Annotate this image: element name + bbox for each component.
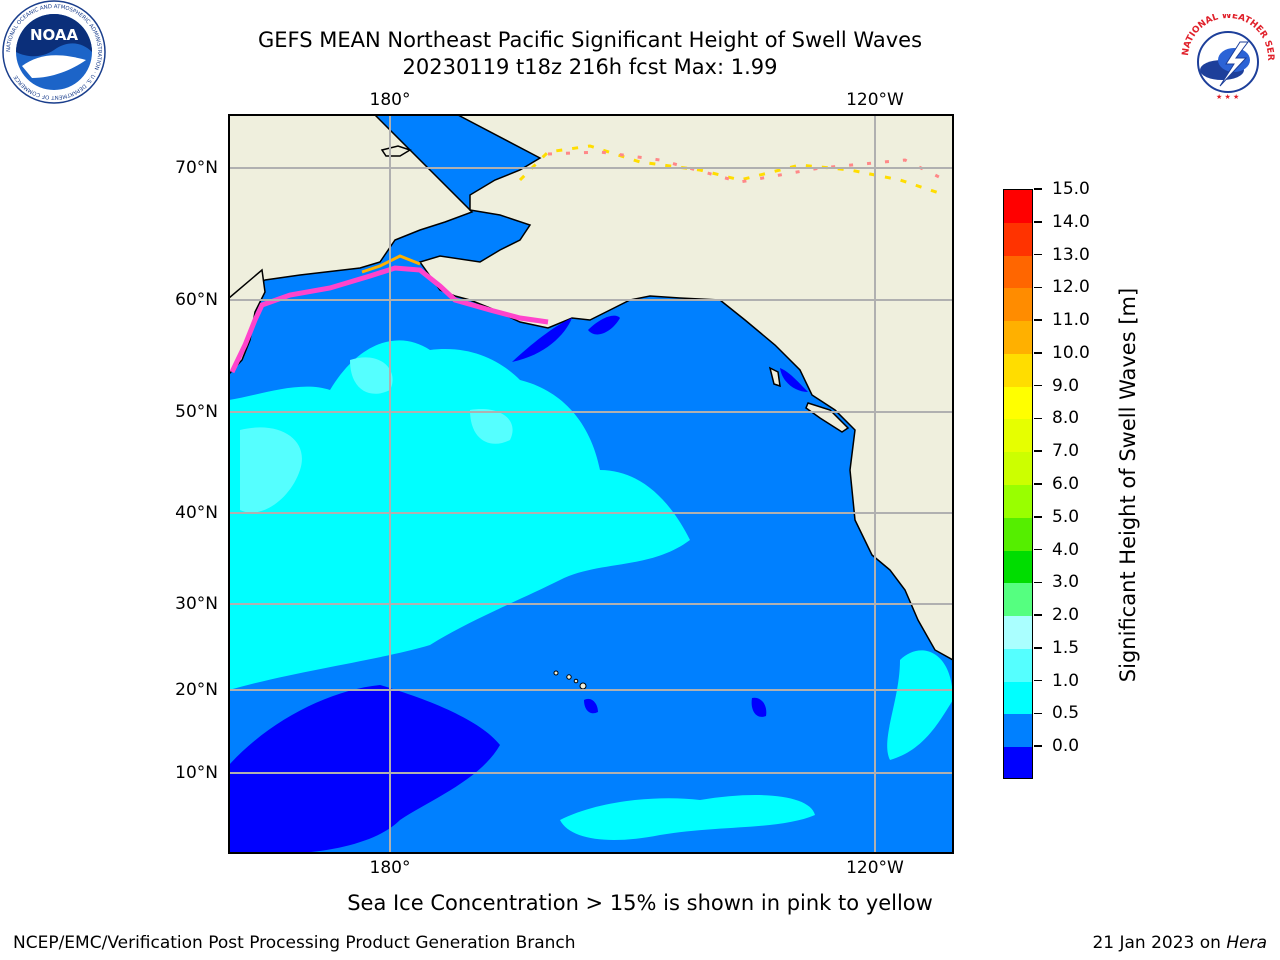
colorbar-tick-label: 1.5 — [1052, 637, 1080, 658]
colorbar-tick-label: 3.0 — [1052, 572, 1080, 593]
colorbar-tick-label: 0.0 — [1052, 736, 1080, 757]
colorbar-segment — [1004, 681, 1032, 716]
colorbar-tick-label: 1.0 — [1052, 670, 1080, 691]
lat-label-10n: 10°N — [175, 763, 218, 783]
colorbar-tick-label: 5.0 — [1052, 506, 1080, 527]
colorbar-tick — [1034, 253, 1042, 256]
colorbar-tick-label: 6.0 — [1052, 474, 1080, 494]
colorbar-segment — [1004, 517, 1032, 552]
lon-label-top-120w: 120°W — [846, 90, 904, 110]
colorbar-tick-label: 10.0 — [1052, 342, 1090, 363]
colorbar-tick — [1034, 483, 1042, 485]
colorbar-tick-label: 13.0 — [1052, 244, 1090, 265]
lat-label-20n: 20°N — [175, 680, 218, 700]
colorbar — [1003, 189, 1033, 779]
swell-low-southwest — [229, 685, 500, 853]
colorbar-segment — [1004, 616, 1032, 650]
footer-date: 21 Jan 2023 on Hera — [1092, 933, 1267, 953]
colorbar-segment — [1004, 255, 1032, 289]
swell-low-kodiak — [588, 315, 620, 335]
colorbar-tick — [1034, 679, 1042, 682]
colorbar-tick — [1034, 384, 1042, 387]
colorbar-tick — [1034, 581, 1042, 584]
colorbar-segment — [1004, 550, 1032, 584]
lat-label-30n: 30°N — [175, 594, 218, 614]
colorbar-segment — [1004, 485, 1032, 519]
colorbar-segment — [1004, 648, 1032, 683]
colorbar-segment — [1004, 353, 1032, 388]
swell-east-pacific-band — [887, 650, 953, 760]
hawaii-islands — [553, 670, 587, 690]
swell-low-gulf-of-alaska — [512, 318, 572, 362]
footer-machine: Hera — [1226, 933, 1267, 953]
colorbar-tick-label: 0.5 — [1052, 703, 1080, 724]
noaa-logo: NATIONAL OCEANIC AND ATMOSPHERIC ADMINIS… — [2, 0, 106, 104]
noaa-wordmark: NOAA — [30, 26, 79, 44]
map-frame — [228, 114, 954, 854]
colorbar-tick — [1034, 548, 1042, 551]
colorbar-tick — [1034, 188, 1042, 190]
colorbar-segment — [1004, 288, 1032, 322]
colorbar-tick — [1034, 352, 1042, 354]
colorbar-tick-label: 9.0 — [1052, 375, 1080, 396]
nws-logo: NATIONAL WEATHER SERVICE ★ ★ ★ — [1176, 14, 1275, 101]
svg-text:★ ★ ★: ★ ★ ★ — [1216, 93, 1239, 101]
colorbar-tick — [1034, 319, 1042, 321]
colorbar-title: Significant Height of Swell Waves [m] — [1116, 287, 1140, 683]
colorbar-tick — [1034, 286, 1042, 289]
colorbar-tick-label: 2.0 — [1052, 605, 1080, 626]
lon-label-bottom-180: 180° — [369, 858, 411, 878]
colorbar-tick — [1034, 221, 1042, 223]
colorbar-tick — [1034, 745, 1042, 747]
colorbar-segment — [1004, 452, 1032, 486]
graticule — [229, 115, 953, 853]
colorbar-segment — [1004, 222, 1032, 257]
lat-label-40n: 40°N — [175, 503, 218, 523]
colorbar-tick-label: 8.0 — [1052, 408, 1080, 429]
colorbar-tick-label: 12.0 — [1052, 277, 1090, 298]
land-layer — [229, 115, 953, 661]
swell-1.0-1.5-band — [229, 340, 690, 690]
colorbar-segment — [1004, 419, 1032, 453]
colorbar-tick-label: 14.0 — [1052, 211, 1090, 232]
colorbar-segment — [1004, 190, 1032, 224]
land-vancouver-island — [805, 402, 850, 433]
sea-ice-bering — [229, 265, 549, 374]
colorbar-segment — [1004, 714, 1032, 748]
lat-label-70n: 70°N — [175, 158, 218, 178]
colorbar-tick-label: 7.0 — [1052, 441, 1080, 462]
colorbar-tick — [1034, 417, 1042, 420]
colorbar-segment — [1004, 583, 1032, 617]
colorbar-tick-label: 4.0 — [1052, 539, 1080, 560]
lat-label-60n: 60°N — [175, 290, 218, 310]
sea-ice-note: Sea Ice Concentration > 15% is shown in … — [347, 891, 933, 915]
swell-low-hecate — [780, 368, 808, 392]
colorbar-tick — [1034, 614, 1042, 616]
colorbar-tick-label: 15.0 — [1052, 179, 1090, 199]
lon-label-top-180: 180° — [369, 90, 411, 110]
chart-title: GEFS MEAN Northeast Pacific Significant … — [257, 28, 923, 52]
colorbar-tick — [1034, 450, 1042, 452]
colorbar-segment — [1004, 386, 1032, 421]
land-haida-gwaii — [768, 366, 781, 388]
lon-label-bottom-120w: 120°W — [846, 858, 904, 878]
colorbar-tick — [1034, 712, 1042, 715]
colorbar-tick — [1034, 647, 1042, 649]
swell-1.5-2.0-patches — [240, 357, 513, 513]
chart-subtitle: 20230119 t18z 216h fcst Max: 1.99 — [402, 55, 778, 79]
footer-date-text: 21 Jan 2023 on — [1092, 933, 1221, 953]
colorbar-segment — [1004, 321, 1032, 355]
land-north-america — [418, 115, 953, 661]
sea-ice-arctic-pink — [547, 150, 946, 184]
colorbar-tick — [1034, 516, 1042, 518]
lat-label-50n: 50°N — [175, 402, 218, 422]
colorbar-tick-label: 11.0 — [1052, 310, 1090, 331]
footer-credit: NCEP/EMC/Verification Post Processing Pr… — [13, 933, 576, 953]
swell-layer — [229, 315, 953, 853]
colorbar-segment — [1004, 747, 1032, 778]
swell-equatorial-band — [560, 795, 815, 840]
